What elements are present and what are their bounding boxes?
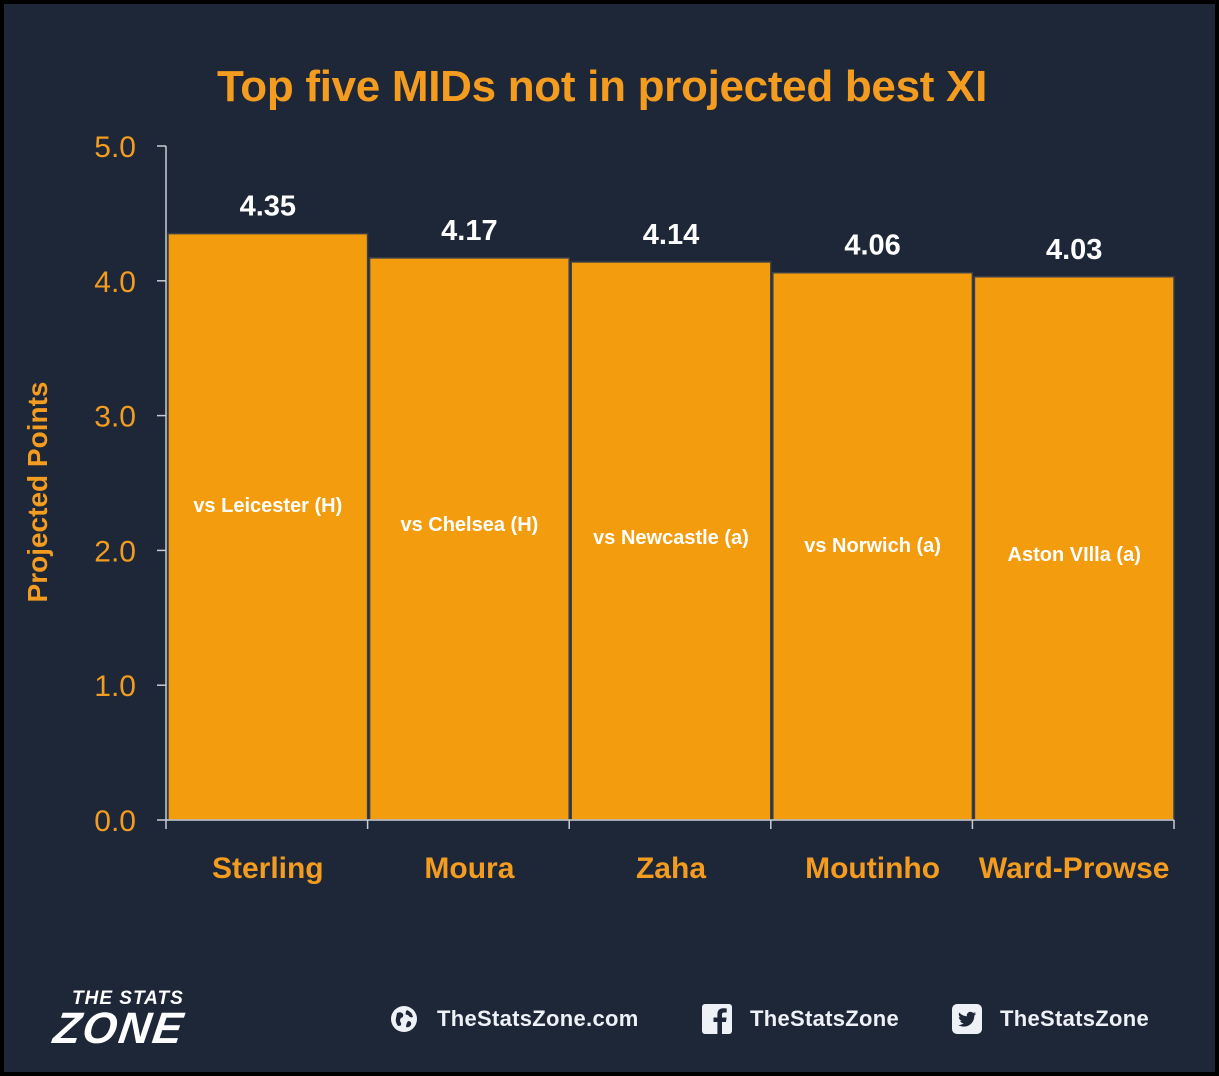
x-tick-label: Moura	[424, 852, 514, 885]
globe-icon	[389, 1004, 419, 1034]
x-tick-label: Zaha	[636, 852, 706, 885]
facebook-icon	[702, 1004, 732, 1034]
bar-zaha	[570, 261, 772, 821]
logo-main-text: ZONE	[50, 1004, 188, 1053]
y-tick-label: 3.0	[94, 401, 136, 434]
bar-annotation: vs Newcastle (a)	[593, 527, 749, 549]
data-label: 4.35	[240, 191, 296, 223]
twitter-icon	[952, 1004, 982, 1034]
twitter-text: TheStatsZone	[1000, 1006, 1150, 1031]
bar-sterling	[167, 232, 369, 821]
bar-moura	[368, 257, 570, 821]
x-tick-label: Ward-Prowse	[979, 852, 1170, 885]
data-label: 4.06	[844, 230, 900, 262]
facebook-link[interactable]: TheStatsZone	[702, 1004, 899, 1034]
website-link[interactable]: TheStatsZone.com	[389, 1004, 639, 1034]
footer: THE STATS ZONE TheStatsZone.com	[4, 984, 1219, 1054]
bar-ward-prowse	[973, 276, 1175, 821]
y-tick-label: 0.0	[94, 805, 136, 838]
y-tick-label: 2.0	[94, 535, 136, 568]
website-text: TheStatsZone.com	[437, 1006, 639, 1031]
bar-chart: 0.0 1.0 2.0 3.0 4.0 5.0 Sterling Moura Zaha Mouti…	[94, 131, 1175, 885]
x-tick-label: Moutinho	[805, 852, 940, 885]
logo-top-text: THE STATS	[72, 988, 184, 1009]
y-tick-label: 1.0	[94, 670, 136, 703]
y-tick-label: 5.0	[94, 131, 136, 164]
facebook-text: TheStatsZone	[750, 1006, 900, 1031]
stats-zone-logo: THE STATS ZONE	[51, 984, 264, 1054]
data-label: 4.14	[643, 219, 699, 251]
y-axis-label: Projected Points	[22, 381, 53, 603]
twitter-link[interactable]: TheStatsZone	[952, 1004, 1149, 1034]
bar-annotation: vs Norwich (a)	[804, 535, 941, 557]
bar-moutinho	[772, 271, 974, 821]
data-label: 4.17	[441, 215, 497, 247]
data-label: 4.03	[1046, 234, 1102, 266]
bar-annotation: vs Leicester (H)	[193, 495, 342, 517]
bar-annotation: vs Chelsea (H)	[400, 514, 538, 536]
y-tick-label: 4.0	[94, 266, 136, 299]
bar-annotation: Aston VIlla (a)	[1008, 544, 1141, 566]
x-tick-label: Sterling	[212, 852, 324, 885]
chart-title: Top five MIDs not in projected best XI	[216, 62, 988, 111]
